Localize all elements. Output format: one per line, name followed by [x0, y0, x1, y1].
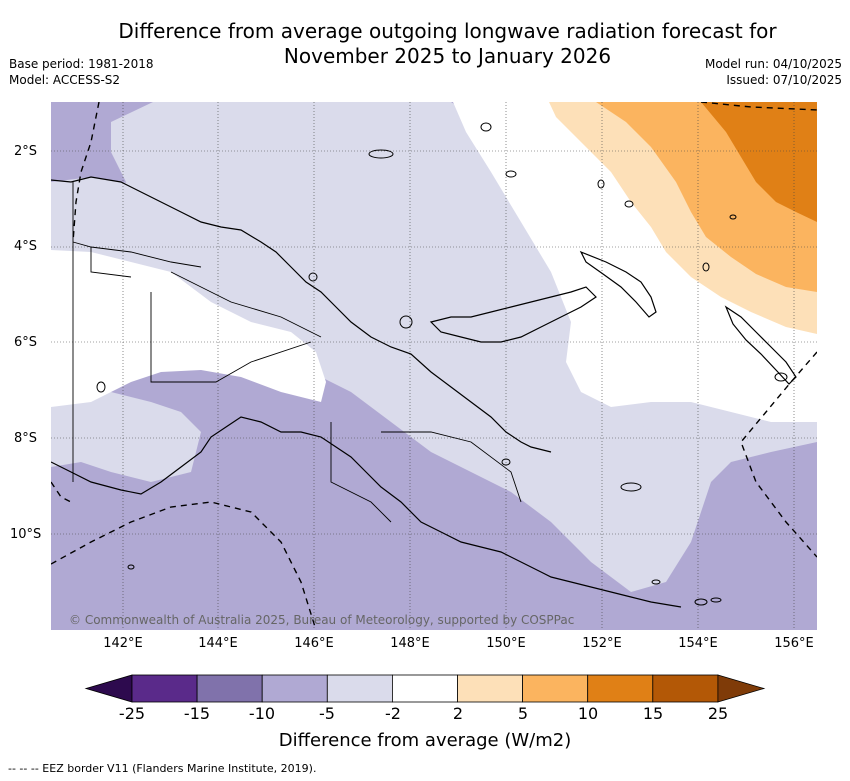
lon-label-150e: 150°E — [486, 636, 526, 651]
colorbar-swatch — [196, 674, 263, 703]
colorbar-swatch — [391, 674, 458, 703]
eez-border-northwest — [72, 102, 100, 243]
colorbar-tick: 10 — [577, 704, 599, 723]
map-panel — [51, 102, 817, 630]
colorbar-tick: -15 — [183, 704, 211, 723]
colorbar-ticks: -25 -15 -10 -5 -2 2 5 10 15 25 — [0, 704, 850, 726]
coastlines — [51, 176, 797, 608]
colorbar-swatch — [522, 674, 589, 703]
lon-label-148e: 148°E — [390, 636, 430, 651]
lon-label-144e: 144°E — [198, 636, 238, 651]
colorbar-tick: -5 — [319, 704, 335, 723]
eez-border-southeast — [740, 351, 817, 558]
colorbar-swatch — [131, 674, 198, 703]
colorbar — [84, 674, 766, 703]
model-name: Model: ACCESS-S2 — [9, 73, 121, 87]
anomaly-band-10-to-15 — [701, 102, 817, 222]
lon-label-154e: 154°E — [678, 636, 718, 651]
new-guinea-south-coast — [51, 416, 682, 608]
base-period: Base period: 1981-2018 — [9, 57, 154, 71]
lat-label-10s: 10°S — [10, 527, 42, 542]
islands — [96, 122, 788, 606]
anomaly-band-minus-5-to-minus-2-east — [351, 342, 691, 472]
colorbar-extend-low — [84, 674, 133, 703]
chart-title: Difference from average outgoing longwav… — [118, 19, 777, 68]
lat-label-8s: 8°S — [14, 431, 38, 446]
lon-label-146e: 146°E — [294, 636, 334, 651]
eez-border-southwest — [51, 501, 317, 630]
colorbar-tick: 5 — [517, 704, 529, 723]
colorbar-swatch — [261, 674, 328, 703]
colorbar-swatch — [326, 674, 393, 703]
lon-label-152e: 152°E — [582, 636, 622, 651]
header-left: Base period: 1981-2018 Model: ACCESS-S2 — [9, 56, 154, 88]
issued-date: Issued: 07/10/2025 — [726, 73, 842, 87]
eez-borders — [51, 102, 817, 630]
colorbar-swatch — [587, 674, 654, 703]
colorbar-tick: 15 — [642, 704, 664, 723]
colorbar-tick: -2 — [385, 704, 401, 723]
map-gridlines — [51, 102, 817, 630]
copyright-notice: © Commonwealth of Australia 2025, Bureau… — [69, 613, 575, 627]
colorbar-tick: -25 — [118, 704, 146, 723]
new-ireland-coast — [579, 250, 657, 318]
colorbar-label: Difference from average (W/m2) — [278, 730, 572, 751]
colorbar-tick: -10 — [248, 704, 276, 723]
eez-legend-footer: -- -- -- EEZ border V11 (Flanders Marine… — [8, 762, 317, 775]
colorbar-swatch — [457, 674, 523, 703]
lat-label-6s: 6°S — [14, 335, 38, 350]
colorbar-tick: 25 — [707, 704, 729, 723]
anomaly-band-minus-5-to-minus-2-south — [51, 387, 201, 482]
new-guinea-north-coast — [51, 176, 552, 453]
new-britain-coast — [429, 286, 597, 343]
eez-border-left-lower — [51, 481, 72, 503]
lat-label-2s: 2°S — [14, 144, 38, 159]
eez-border-northeast — [700, 102, 817, 111]
model-run-date: Model run: 04/10/2025 — [704, 57, 842, 71]
province-borders — [72, 182, 522, 523]
colorbar-swatch — [652, 674, 719, 703]
header-right: Model run: 04/10/2025 Issued: 07/10/2025 — [705, 56, 842, 88]
colorbar-extend-high — [717, 674, 766, 703]
forecast-map — [51, 102, 817, 630]
lat-label-4s: 4°S — [14, 239, 38, 254]
lon-label-156e: 156°E — [774, 636, 814, 651]
colorbar-tick: 2 — [452, 704, 464, 723]
lon-label-142e: 142°E — [103, 636, 143, 651]
anomaly-band-minus-2-to-2-west — [51, 250, 326, 407]
